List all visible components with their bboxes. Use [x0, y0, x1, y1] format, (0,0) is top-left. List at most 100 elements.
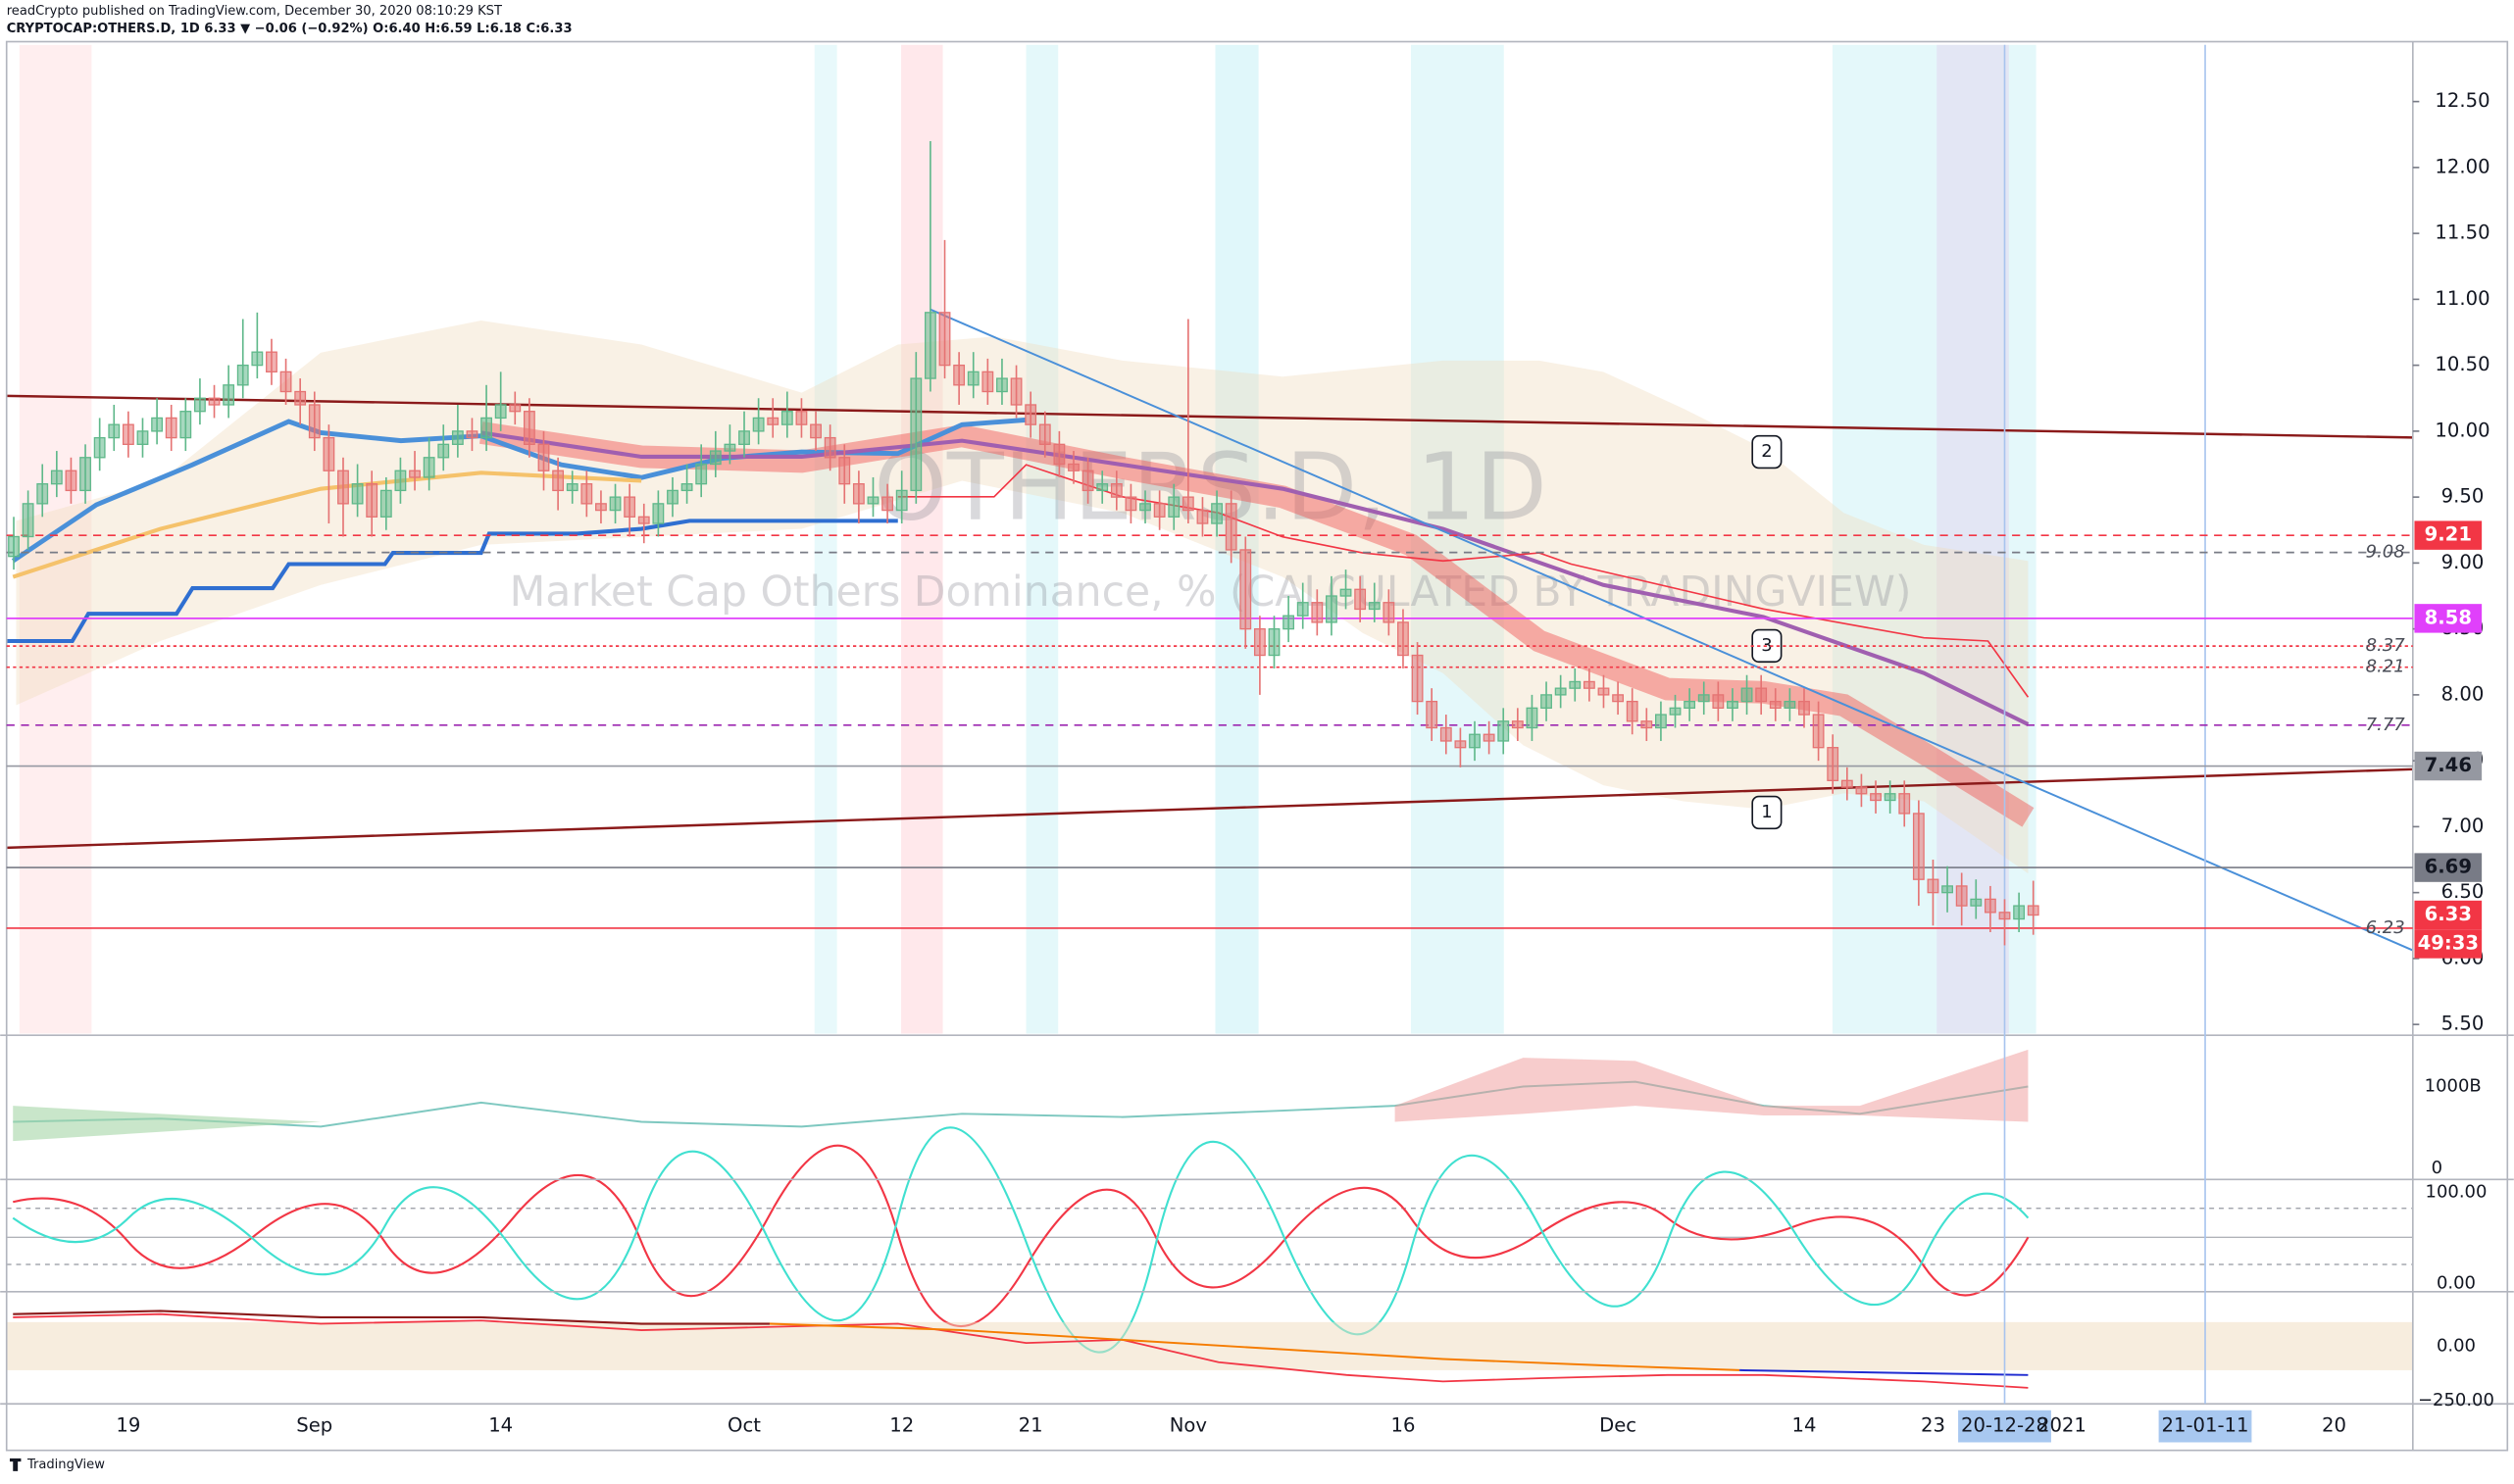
price-box-label: 6.33 — [2425, 903, 2472, 925]
candle-body — [910, 377, 923, 492]
candle-body — [236, 364, 249, 386]
trendline — [930, 308, 2414, 952]
candle-body — [1912, 813, 1925, 880]
candle-body — [2013, 905, 2026, 920]
candle-body — [1038, 423, 1051, 445]
candle-body — [1383, 602, 1395, 623]
candle-body — [1110, 483, 1123, 498]
candle-body — [810, 423, 822, 439]
candle-body — [437, 443, 450, 459]
candle-body — [566, 483, 578, 492]
candle-body — [194, 397, 206, 413]
candle-body — [1612, 694, 1625, 703]
price-line-label: 8.37 — [2366, 635, 2406, 656]
candle-body — [1439, 726, 1452, 742]
candle-body — [767, 417, 779, 425]
candle-body — [609, 496, 622, 512]
band — [1026, 44, 1059, 1034]
candle-body — [595, 503, 607, 512]
y-tick-label: 10.00 — [2435, 419, 2489, 441]
candle-body — [1798, 700, 1810, 716]
candle-body — [838, 457, 851, 485]
candle-body — [409, 470, 421, 478]
candle-body — [1640, 720, 1653, 729]
candle-body — [1096, 483, 1109, 492]
x-tick-label: 19 — [116, 1414, 140, 1437]
y-tick-label: 8.00 — [2441, 682, 2485, 705]
candle-body — [22, 503, 34, 538]
candle-body — [1526, 707, 1538, 729]
candle-body — [8, 535, 20, 558]
x-tick-label: Sep — [296, 1414, 332, 1437]
logo — [9, 1458, 22, 1471]
candle-body — [1712, 694, 1725, 709]
momentum-average — [1739, 1368, 2029, 1376]
candle-body — [1554, 687, 1567, 696]
candle-body — [752, 417, 765, 432]
candle-body — [1511, 720, 1524, 729]
candle-body — [1569, 680, 1582, 689]
y-tick-label: 9.50 — [2441, 485, 2485, 508]
envelope-band — [16, 320, 2029, 874]
candle-body — [1927, 878, 1939, 894]
x-tick-label: 2021 — [2037, 1414, 2087, 1437]
band — [901, 44, 943, 1034]
candle-body — [1182, 496, 1194, 512]
candle-body — [1282, 615, 1295, 630]
x-tick-label: Nov — [1170, 1414, 1208, 1437]
candle-body — [1225, 503, 1237, 551]
band — [19, 44, 92, 1034]
candle-body — [1769, 700, 1782, 709]
candle-body — [1483, 733, 1495, 742]
candle-body — [695, 463, 708, 485]
candle-body — [1984, 898, 1996, 914]
candle-body — [624, 496, 636, 518]
candle-body — [451, 430, 464, 445]
candle-body — [637, 516, 650, 524]
candle-body — [1268, 627, 1281, 657]
candle-body — [1812, 714, 1825, 749]
candle-body — [1855, 786, 1868, 795]
price-box-label: 6.69 — [2425, 856, 2472, 878]
baseline-step — [6, 519, 898, 644]
pane-label: −250.00 — [2418, 1390, 2494, 1410]
momentum-average — [769, 1322, 1740, 1371]
candle-body — [308, 404, 321, 439]
countdown-label: 49:33 — [2418, 931, 2479, 954]
candle-body — [337, 470, 349, 505]
x-tick-label: 12 — [889, 1414, 914, 1437]
price-line-label: 6.23 — [2366, 917, 2405, 938]
y-tick-label: 5.50 — [2441, 1013, 2485, 1035]
candle-body — [667, 489, 679, 505]
marker-box — [1751, 795, 1783, 830]
candle-body — [552, 470, 565, 492]
candle-body — [494, 404, 507, 420]
pane-borders — [0, 40, 2514, 1452]
candle-body — [1540, 694, 1552, 709]
candle-body — [996, 377, 1008, 393]
marker-label: 2 — [1761, 441, 1772, 462]
candle-body — [938, 312, 951, 367]
candle-body — [1125, 496, 1137, 512]
x-tick-label: 23 — [1921, 1414, 1945, 1437]
candle-body — [1153, 503, 1166, 518]
candle-body — [1626, 700, 1638, 722]
candle-body — [1296, 602, 1309, 617]
candle-body — [724, 443, 736, 452]
candle-body — [881, 496, 894, 512]
y-tick-label: 6.50 — [2441, 880, 2485, 903]
candle-body — [1139, 503, 1151, 512]
x-tick-label: 16 — [1390, 1414, 1415, 1437]
marker-label: 1 — [1761, 802, 1772, 822]
candle-body — [1311, 602, 1324, 623]
candle-body — [1955, 885, 1968, 907]
footer-brand: TradingView — [26, 1458, 105, 1472]
candle-body — [1970, 898, 1983, 907]
ema-blue — [11, 417, 1027, 564]
range-band — [6, 1321, 2413, 1370]
trendline — [6, 394, 2413, 439]
ema-yellow — [12, 470, 642, 579]
price-box-label: 9.21 — [2425, 523, 2472, 546]
